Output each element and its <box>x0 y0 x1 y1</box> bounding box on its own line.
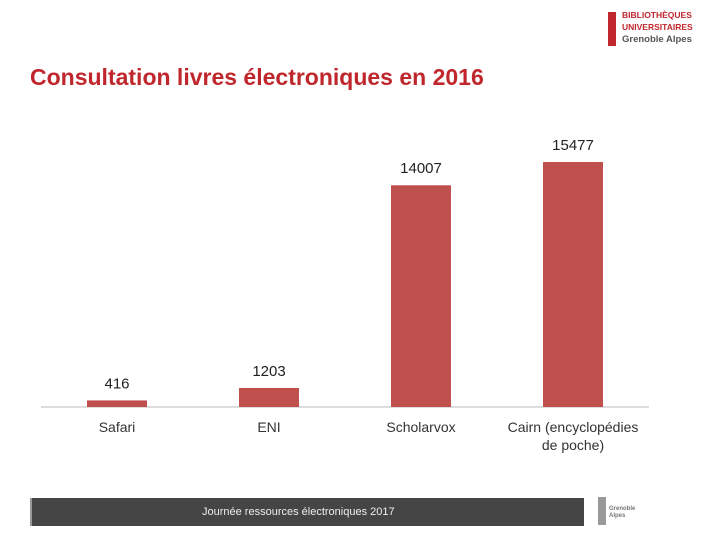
logo-mark <box>608 12 616 46</box>
bar <box>87 400 147 407</box>
data-label: 15477 <box>552 137 594 154</box>
logo: BIBLIOTHÈQUES UNIVERSITAIRES Grenoble Al… <box>608 10 708 50</box>
logo-text: Grenoble Alpes <box>622 34 692 45</box>
footer-logo-mark <box>598 497 606 525</box>
footer-text: Journée ressources électroniques 2017 <box>202 506 395 518</box>
x-tick-label: Safari <box>98 419 136 435</box>
bar <box>543 162 603 407</box>
data-label: 416 <box>104 375 129 392</box>
logo-text: UNIVERSITAIRES <box>622 22 693 32</box>
bar <box>391 185 451 407</box>
x-tick-label: Scholarvox <box>386 419 456 435</box>
slide-title: Consultation livres électroniques en 201… <box>30 64 484 90</box>
x-tick-label: ENI <box>257 419 281 435</box>
x-tick-label: Cairn (encyclopédies de poche) <box>507 419 639 453</box>
footer-logo: Grenoble Alpes <box>598 497 646 527</box>
footer-logo-text: Grenoble Alpes <box>609 506 636 519</box>
footer-bar: Journée ressources électroniques 2017 <box>30 498 584 526</box>
data-label: 1203 <box>252 363 285 380</box>
data-label: 14007 <box>400 160 442 177</box>
bar <box>239 387 299 407</box>
logo-text: BIBLIOTHÈQUES <box>622 10 692 20</box>
